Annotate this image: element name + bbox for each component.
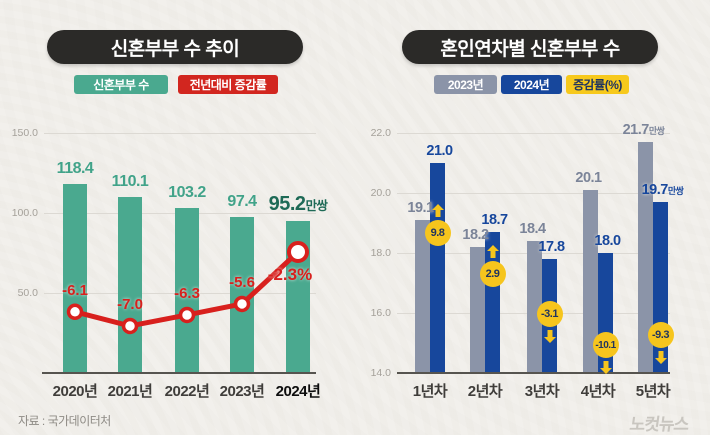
- yoy-change-value: -7.0: [117, 295, 143, 313]
- unit-suffix: 만쌍: [648, 126, 665, 136]
- right-x-tick-label: 3년차: [524, 383, 560, 400]
- right-x-axis: [397, 372, 670, 374]
- left-y-tick-label: 50.0: [17, 287, 38, 299]
- left-x-tick-label: 2021년: [107, 383, 153, 400]
- left-chart-title: 신혼부부 수 추이: [47, 30, 303, 64]
- line-marker: [287, 241, 309, 263]
- value-2023: 18.2: [462, 227, 489, 243]
- bar-2023: [415, 220, 430, 373]
- nocutnews-logo: 노컷뉴스: [628, 415, 690, 434]
- unit-suffix: 만쌍: [305, 198, 328, 213]
- legend-newlywed-count: 신혼부부 수: [74, 75, 168, 94]
- newlywed-count-value: 103.2: [168, 183, 206, 201]
- line-marker: [178, 306, 196, 324]
- left-x-tick-label: 2023년: [219, 383, 265, 400]
- change-rate-bubble: -10.1: [592, 332, 619, 358]
- left-x-tick-label: 2024년: [275, 383, 321, 400]
- line-marker: [121, 317, 139, 335]
- bar-2024: [430, 163, 445, 373]
- arrow-down-icon: [654, 350, 667, 369]
- legend-2024: 2024년: [501, 75, 562, 94]
- value-2024: 18.7: [481, 212, 508, 228]
- right-gridline: [397, 193, 670, 194]
- yoy-change-value: -6.3: [174, 284, 200, 302]
- arrow-up-icon: [431, 204, 444, 223]
- change-rate-bubble: 2.9: [479, 261, 506, 287]
- right-x-tick-label: 4년차: [580, 383, 616, 400]
- line-marker: [233, 295, 251, 313]
- right-y-tick-label: 22.0: [370, 127, 391, 139]
- unit-suffix: 만쌍: [667, 186, 684, 196]
- newlywed-count-value: 118.4: [56, 159, 94, 177]
- value-2024: 18.0: [594, 233, 621, 249]
- bar-2023: [527, 241, 542, 373]
- bar-2023: [583, 190, 598, 373]
- legend-2023: 2023년: [434, 75, 497, 94]
- change-rate-bubble: -9.3: [647, 322, 674, 348]
- right-y-tick-label: 14.0: [370, 367, 391, 379]
- right-gridline: [397, 133, 670, 134]
- left-x-tick-label: 2022년: [164, 383, 210, 400]
- value-2023: 20.1: [575, 170, 602, 186]
- change-rate-bubble: 9.8: [424, 220, 451, 246]
- legend-change-rate: 증감률(%): [566, 75, 629, 94]
- value-2024: 21.0: [426, 143, 453, 159]
- arrow-up-icon: [486, 245, 499, 264]
- bar-2023: [638, 142, 653, 373]
- newlywed-count-value: 95.2만쌍: [268, 192, 328, 215]
- yoy-change-value: -2.3%: [267, 265, 313, 284]
- value-2024: 19.7만쌍: [641, 182, 684, 198]
- right-x-tick-label: 5년차: [635, 383, 671, 400]
- right-y-tick-label: 16.0: [370, 307, 391, 319]
- legend-yoy-change: 전년대비 증감률: [178, 75, 278, 94]
- yoy-change-value: -6.1: [62, 281, 88, 299]
- left-x-tick-label: 2020년: [52, 383, 98, 400]
- right-x-tick-label: 1년차: [412, 383, 448, 400]
- newlywed-count-value: 110.1: [111, 172, 149, 190]
- right-y-tick-label: 18.0: [370, 247, 391, 259]
- value-2023: 18.4: [519, 221, 546, 237]
- left-gridline: [44, 133, 316, 134]
- right-x-tick-label: 2년차: [467, 383, 503, 400]
- value-2023: 19.1: [407, 200, 434, 216]
- newlywed-by-year-chart: 22.0 20.0 18.0 16.0 14.0 19.1 21.0 18.2 18.7 18.4…: [355, 120, 710, 400]
- value-2024: 17.8: [538, 239, 565, 255]
- arrow-down-icon: [599, 360, 612, 379]
- value-2023: 21.7만쌍: [622, 122, 665, 138]
- data-source-note: 자료 : 국가데이터처: [18, 414, 111, 428]
- newlywed-count-value: 97.4: [227, 193, 257, 211]
- line-marker: [66, 303, 84, 321]
- newlywed-count-bar: [63, 183, 87, 373]
- left-y-tick-label: 100.0: [11, 207, 38, 219]
- right-y-tick-label: 20.0: [370, 187, 391, 199]
- right-chart-title: 혼인연차별 신혼부부 수: [402, 30, 658, 64]
- yoy-change-value: -5.6: [229, 273, 255, 291]
- left-y-tick-label: 150.0: [11, 127, 38, 139]
- newlywed-trend-chart: 150.0 100.0 50.0 118.4 110.1 103.2 97.4 95.2만쌍 2…: [0, 120, 355, 400]
- change-rate-bubble: -3.1: [536, 301, 563, 327]
- newlywed-count-bar: [118, 196, 142, 373]
- arrow-down-icon: [543, 329, 556, 348]
- yoy-change-line: [66, 241, 309, 335]
- newlywed-count-bar: [175, 207, 199, 373]
- left-x-axis: [42, 372, 316, 374]
